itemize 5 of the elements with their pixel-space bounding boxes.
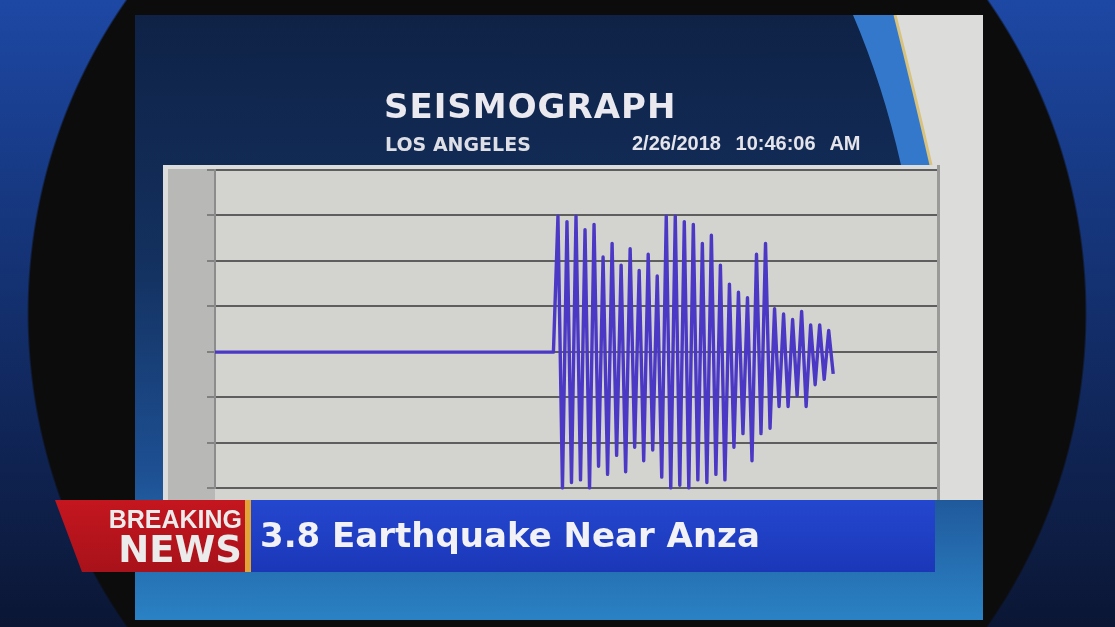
chart-subtitle: LOS ANGELES bbox=[385, 132, 531, 156]
text: 2/26/2018 10:46:06 AM bbox=[632, 131, 861, 155]
chart-title: SEISMOGRAPH bbox=[384, 86, 677, 126]
text: 3.8 Earthquake Near Anza bbox=[260, 514, 760, 557]
text: BREAKING NEWS bbox=[107, 505, 242, 571]
